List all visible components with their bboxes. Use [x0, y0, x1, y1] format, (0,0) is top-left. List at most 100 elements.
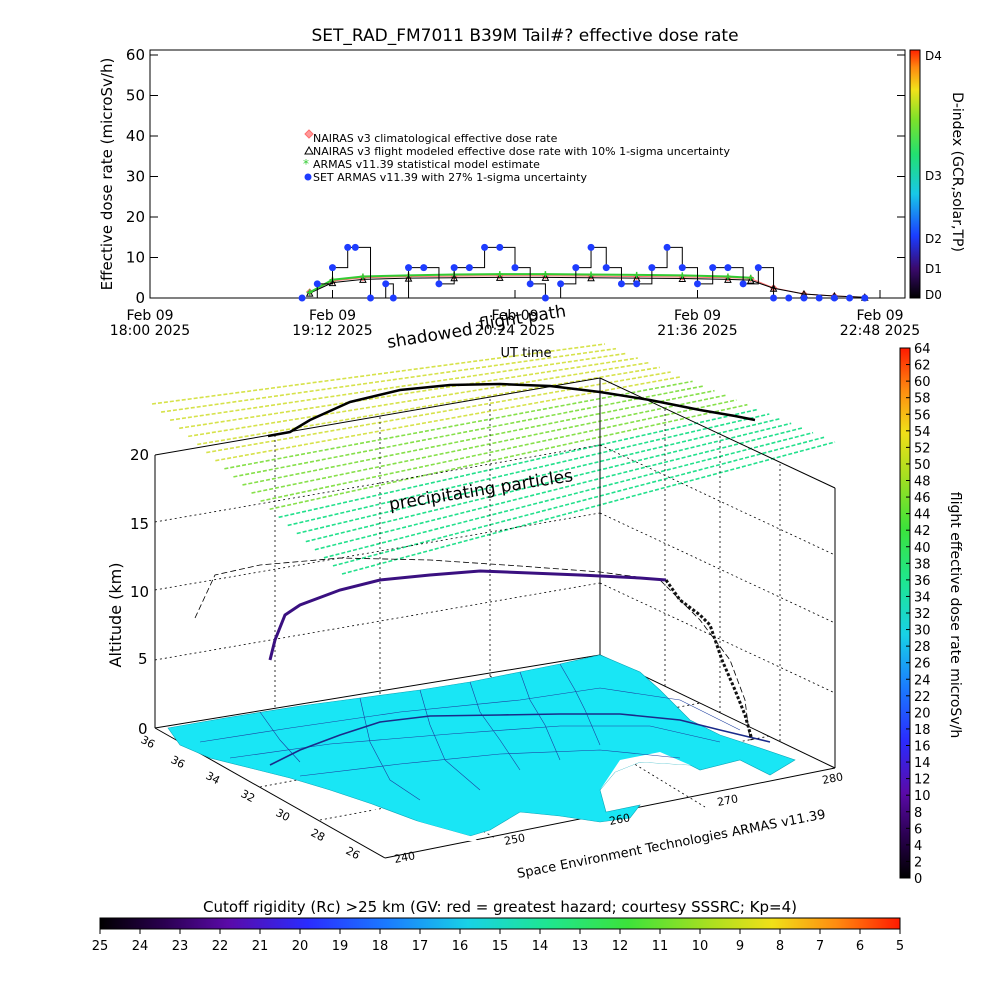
flight-dose-tick-label: 64: [914, 342, 931, 357]
top-y-tick-label: 0: [135, 289, 145, 307]
latitude-tick-label: 34: [204, 769, 222, 787]
latitude-tick-label: 36: [139, 733, 157, 751]
top-x-tick-time: 18:00 2025: [110, 323, 190, 339]
flight-path-shadow: [194, 557, 751, 741]
altitude-tick: 20: [130, 446, 149, 464]
altitude-gridline-back-right: [599, 444, 836, 556]
flight-dose-tick-label: 52: [914, 441, 931, 456]
altitude-gridline-back-left: [154, 582, 601, 661]
legend-marker-statistical: *: [303, 157, 309, 171]
altitude-tick: 15: [130, 515, 149, 533]
data-point-set-armas: [663, 243, 671, 251]
longitude-tick-label: 270: [716, 792, 739, 809]
data-point-flight-model: [359, 275, 367, 283]
precipitation-band: [179, 357, 638, 430]
precipitation-band: [197, 366, 660, 446]
flight-dose-tick-label: 44: [914, 508, 931, 523]
data-point-set-armas: [420, 264, 428, 272]
flight-dose-tick-label: 36: [914, 574, 931, 589]
precipitation-band: [215, 375, 682, 462]
d-index-ticks: D4 D3 D2 D1 D0: [925, 49, 942, 302]
data-point-set-armas: [526, 280, 534, 288]
flight-dose-tick-label: 32: [914, 607, 931, 622]
precipitation-band: [251, 394, 726, 494]
top-y-tick-label: 40: [126, 127, 145, 145]
data-point-set-armas: [815, 294, 823, 302]
d-index-tick: D4: [925, 49, 942, 63]
flight-dose-colorbar-label: flight effective dose rate microSv/h: [947, 492, 963, 738]
cutoff-rigidity-tick-label: 22: [212, 939, 229, 954]
legend-marker-flight-model: [304, 145, 314, 155]
data-point-flight-model: [541, 273, 550, 281]
cutoff-rigidity-tick-label: 21: [252, 939, 269, 954]
top-y-tick-label: 10: [126, 249, 145, 267]
cutoff-rigidity-tick-label: 13: [572, 939, 589, 954]
legend-entry-flight-model: NAIRAS v3 flight modeled effective dose …: [313, 145, 730, 158]
data-point-set-armas: [405, 264, 413, 272]
precipitation-band: [332, 436, 825, 567]
series-line-1: [309, 276, 865, 298]
data-point-set-armas: [450, 264, 458, 272]
d-index-tick: D2: [925, 232, 942, 246]
data-point-set-armas: [724, 264, 732, 272]
flight-dose-tick-label: 34: [914, 590, 931, 605]
flight-dose-tick-label: 20: [914, 706, 931, 721]
cutoff-rigidity-tick-label: 15: [492, 939, 509, 954]
series-line-2: [309, 273, 751, 294]
flight-dose-tick-label: 28: [914, 640, 931, 655]
data-point-statistical: [496, 271, 503, 278]
d-index-axis-label: D-index (GCR,solar,TP): [949, 92, 965, 252]
gulf-notch: [600, 752, 690, 790]
flight-dose-tick-label: 18: [914, 723, 931, 738]
top-x-tick-date: Feb 09: [856, 308, 903, 324]
cutoff-rigidity-tick-label: 20: [292, 939, 309, 954]
precipitation-band: [188, 361, 649, 438]
flight-dose-tick-label: 38: [914, 557, 931, 572]
latitude-tick-label: 28: [309, 826, 327, 844]
ground-track: [269, 713, 771, 766]
cutoff-rigidity-tick-label: 24: [132, 939, 149, 954]
data-point-statistical: [679, 272, 686, 279]
credit-text: Space Environment Technologies ARMAS v11…: [516, 807, 827, 882]
altitude-tick: 10: [130, 583, 149, 601]
flight-dose-tick-label: 58: [914, 392, 931, 407]
altitude-tick: 5: [138, 650, 148, 668]
data-point-set-armas: [770, 294, 778, 302]
data-point-set-armas: [435, 280, 443, 288]
data-point-set-armas: [351, 243, 359, 251]
cutoff-rigidity-ticks: 25 24 23 22 21 20 19 18 17 16 15 14 13 12 11 10 9 8 7 6 5: [92, 929, 904, 954]
data-point-set-armas: [861, 294, 869, 302]
flight-dose-tick-label: 12: [914, 773, 931, 788]
us-map-surface: [167, 654, 796, 837]
cutoff-rigidity-tick-label: 18: [372, 939, 389, 954]
precipitation-band: [296, 417, 781, 535]
cutoff-rigidity-tick-label: 6: [856, 939, 864, 954]
precipitation-band: [341, 441, 836, 575]
flight-dose-tick-label: 4: [914, 839, 922, 854]
data-point-set-armas: [496, 243, 504, 251]
altitude-gridline-back-right: [599, 582, 836, 694]
annotation-shadowed: shadowed: [386, 320, 474, 353]
longitude-tick-label: 280: [821, 770, 844, 787]
data-point-set-armas: [382, 280, 390, 288]
data-point-flight-model: [587, 273, 595, 282]
top-y-tick-label: 60: [126, 46, 145, 64]
data-point-flight-model: [495, 273, 504, 281]
altitude-axis-label: Altitude (km): [106, 563, 125, 668]
cutoff-rigidity-tick-label: 16: [452, 939, 469, 954]
top-x-axis-label: UT time: [501, 346, 552, 361]
data-point-set-armas: [678, 264, 686, 272]
top-y-tick-label: 20: [126, 208, 145, 226]
latitude-tick-label: 36: [169, 753, 187, 771]
altitude-gridline-back-right: [599, 512, 836, 624]
data-point-flight-model: [678, 274, 687, 283]
data-point-set-armas: [313, 280, 321, 288]
flight-dose-tick-label: 50: [914, 458, 931, 473]
data-point-statistical: [359, 273, 366, 280]
top-chart-title: SET_RAD_FM7011 B39M Tail#? effective dos…: [311, 26, 738, 46]
data-point-set-armas: [344, 243, 352, 251]
cutoff-rigidity-tick-label: 17: [412, 939, 429, 954]
flight-dose-tick-label: 62: [914, 359, 931, 374]
d-index-tick: D1: [925, 262, 942, 276]
